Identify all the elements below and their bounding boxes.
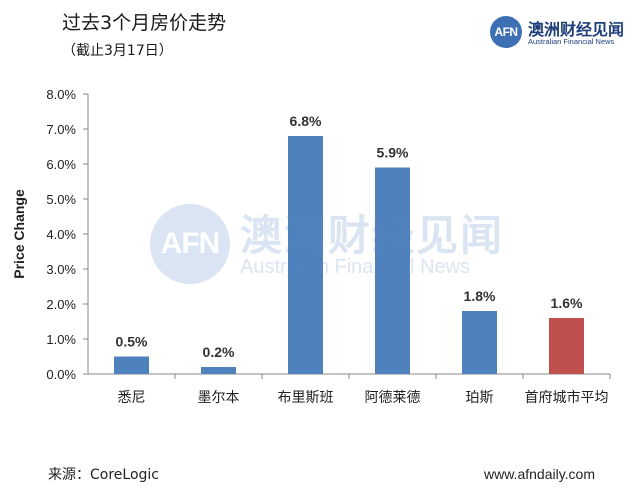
y-tick-label: 1.0% [46,332,76,347]
y-tick-label: 6.0% [46,157,76,172]
category-label: 阿德莱德 [365,390,421,406]
value-label: 1.8% [464,288,496,304]
bar-1 [201,367,236,374]
value-label: 6.8% [290,113,322,129]
afn-logo: AFN 澳洲财经见闻 Australian Financial News [490,16,624,50]
y-tick-label: 3.0% [46,262,76,277]
chart-subtitle: （截止3月17日） [62,43,173,59]
y-tick-label: 4.0% [46,227,76,242]
afn-logo-icon: AFN [490,16,522,48]
category-label: 悉尼 [118,390,146,406]
category-label: 布里斯班 [278,390,334,406]
bar-3 [375,167,410,374]
value-label: 0.2% [203,344,235,360]
category-label: 首府城市平均 [525,389,609,406]
y-tick-label: 0.0% [46,367,76,382]
y-tick-label: 5.0% [46,192,76,207]
bar-2 [288,136,323,374]
value-label: 5.9% [377,145,409,161]
value-label: 0.5% [116,334,148,350]
logo-name-en: Australian Financial News [528,37,615,46]
y-tick-label: 7.0% [46,122,76,137]
y-axis-title: Price Change [11,189,27,279]
y-tick-label: 2.0% [46,297,76,312]
y-tick-label: 8.0% [46,87,76,102]
bar-0 [114,356,149,374]
category-label: 珀斯 [466,390,494,406]
bar-5 [549,318,584,374]
logo-name-cn: 澳洲财经见闻 [528,20,625,39]
bar-4 [462,311,497,374]
site-url: www.afndaily.com [484,466,596,482]
value-label: 1.6% [551,295,583,311]
category-label: 墨尔本 [198,390,240,406]
chart-title: 过去3个月房价走势 [62,12,227,34]
source-note: 来源：CoreLogic [48,467,159,483]
